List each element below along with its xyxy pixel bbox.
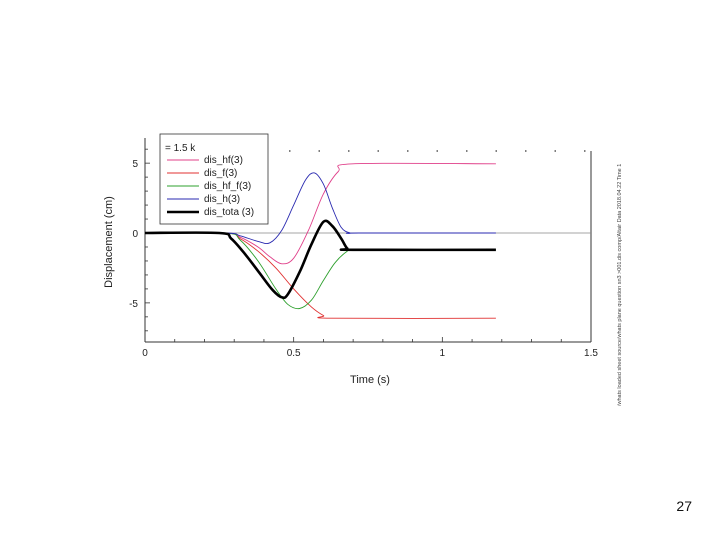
legend-header: = 1.5 k	[165, 143, 196, 154]
legend-label-1: dis_hf(3)	[204, 155, 243, 166]
series-line-2	[144, 232, 496, 319]
x-tick-label: 0.5	[287, 348, 301, 359]
x-tick-label: 1.5	[584, 348, 598, 359]
legend-label-4: dis_h(3)	[204, 194, 240, 205]
series-line-5	[144, 219, 496, 300]
x-tick-label: 1	[440, 348, 446, 359]
x-axis-title: Time (s)	[350, 374, 390, 386]
legend-box	[159, 133, 269, 225]
side-note: /whats loaded sheet source/whats plane q…	[617, 164, 623, 406]
legend-label-5: dis_tota (3)	[204, 207, 254, 218]
y-axis-title: Displacement (cm)	[103, 196, 115, 288]
y-tick-label: -5	[129, 299, 138, 310]
series-line-3	[144, 232, 496, 310]
x-tick-label: 0	[142, 348, 148, 359]
legend-label-3: dis_hf_f(3)	[204, 181, 251, 192]
series-line-1	[144, 162, 496, 265]
page-number: 27	[676, 498, 692, 514]
series-line-4	[144, 172, 496, 245]
legend-label-2: dis_f(3)	[204, 168, 237, 179]
y-tick-label: 0	[132, 229, 138, 240]
y-tick-label: 5	[132, 159, 138, 170]
